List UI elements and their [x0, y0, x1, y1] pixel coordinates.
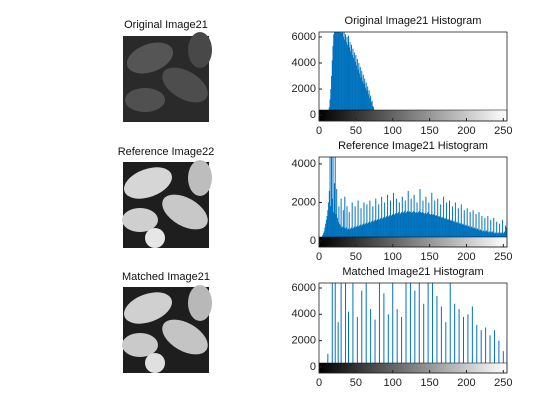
- y-tick-label: 6000: [292, 282, 316, 294]
- y-tick-label: 6000: [292, 31, 316, 43]
- x-tick-label: 200: [457, 377, 475, 389]
- x-tick-label: 250: [494, 251, 512, 263]
- gray-scale-bar: [318, 109, 508, 122]
- y-tick-label: 4000: [292, 158, 316, 170]
- axes-box: [318, 282, 508, 374]
- chart-title: Original Image21 Histogram: [345, 15, 482, 27]
- x-tick-label: 50: [350, 125, 362, 137]
- bars: [328, 32, 376, 116]
- plot-area: [319, 283, 507, 373]
- x-tick-label: 50: [350, 377, 362, 389]
- x-tick-label: 0: [316, 251, 322, 263]
- chart-title: Matched Image21 Histogram: [342, 266, 483, 278]
- x-tick-label: 250: [494, 125, 512, 137]
- image-title: Original Image21: [124, 19, 208, 31]
- x-tick-label: 100: [384, 251, 402, 263]
- image-matched: [122, 285, 212, 373]
- y-tick-label: 0: [310, 235, 316, 247]
- x-tick-label: 200: [457, 251, 475, 263]
- x-tick-label: 150: [420, 125, 438, 137]
- x-tick-label: 0: [316, 125, 322, 137]
- y-tick-label: 0: [310, 361, 316, 373]
- y-tick-label: 4000: [292, 57, 316, 69]
- y-tick-label: 2000: [292, 335, 316, 347]
- bars: [320, 283, 507, 367]
- image-title: Reference Image22: [118, 146, 215, 158]
- x-tick-label: 50: [350, 251, 362, 263]
- x-tick-label: 100: [384, 125, 402, 137]
- axes-box: [318, 31, 508, 122]
- x-tick-label: 250: [494, 377, 512, 389]
- y-tick-label: 2000: [292, 83, 316, 95]
- gray-scale-bar: [318, 362, 508, 374]
- gray-scale-bar: [318, 236, 508, 248]
- image-original: [123, 32, 212, 122]
- y-tick-label: 0: [310, 109, 316, 121]
- y-tick-label: 2000: [292, 196, 316, 208]
- y-tick-label: 4000: [292, 308, 316, 320]
- chart-title: Reference Image21 Histogram: [338, 140, 488, 152]
- image-reference: [122, 160, 212, 248]
- image-title: Matched Image21: [122, 271, 210, 283]
- x-tick-label: 100: [384, 377, 402, 389]
- x-tick-label: 200: [457, 125, 475, 137]
- x-tick-label: 0: [316, 377, 322, 389]
- x-tick-label: 150: [420, 251, 438, 263]
- x-tick-label: 150: [420, 377, 438, 389]
